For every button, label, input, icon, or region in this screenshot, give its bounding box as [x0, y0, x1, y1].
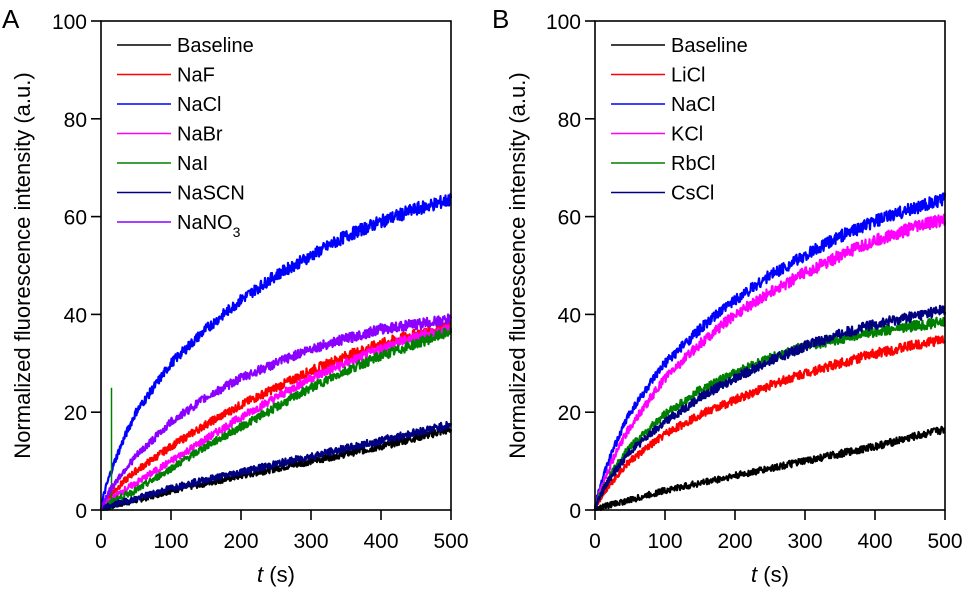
legend-label-text: NaF — [177, 65, 215, 87]
legend-label-text: NaNO — [177, 212, 233, 234]
x-axis-unit: (s) — [757, 562, 789, 587]
y-tick-label: 40 — [64, 304, 87, 327]
plot-frame — [594, 20, 946, 511]
series-line-kcl — [593, 213, 947, 510]
series-line-nacl — [99, 192, 453, 511]
legend-label: Baseline — [671, 35, 748, 57]
series-line-licl — [593, 335, 946, 511]
series-line-nacl — [593, 192, 947, 510]
y-axis-title: Normalized fluorescence intensity (a.u.) — [505, 72, 530, 458]
legend-item: NaNO3 — [117, 212, 241, 240]
legend-label: Baseline — [177, 35, 254, 57]
y-tick-label: 20 — [558, 402, 581, 425]
series-line-nai — [99, 326, 453, 512]
x-axis-unit: (s) — [263, 562, 295, 587]
legend-item: KCl — [611, 124, 703, 146]
series-group — [593, 192, 947, 512]
legend-item: NaBr — [117, 124, 223, 146]
x-tick-label: 500 — [433, 530, 468, 553]
series-line-baseline — [594, 425, 946, 512]
x-axis-title: t (s) — [257, 562, 295, 587]
legend-label: NaF — [177, 65, 215, 87]
x-tick-label: 200 — [717, 530, 752, 553]
x-tick-label: 0 — [95, 530, 107, 553]
series-line-rbcl — [593, 316, 946, 510]
legend-item: Baseline — [117, 35, 254, 57]
x-tick-label: 500 — [927, 530, 962, 553]
y-tick-label: 80 — [64, 109, 87, 132]
legend-label-text: KCl — [671, 124, 703, 146]
legend-item: RbCl — [611, 153, 715, 175]
legend-label-text: NaSCN — [177, 183, 245, 205]
y-tick-label: 0 — [75, 500, 87, 523]
y-axis-title: Normalized fluorescence intensity (a.u.) — [10, 72, 35, 458]
y-tick-label: 100 — [546, 11, 581, 34]
legend-item: NaCl — [117, 94, 221, 116]
legend-label-text: NaCl — [177, 94, 221, 116]
x-axis-title: t (s) — [751, 562, 789, 587]
legend-label-text: NaCl — [671, 94, 715, 116]
legend-label: NaI — [177, 153, 208, 175]
y-tick-label: 40 — [558, 304, 581, 327]
legend-label-text: LiCl — [671, 65, 705, 87]
y-tick-label: 100 — [52, 11, 87, 34]
legend-label-text: Baseline — [671, 35, 748, 57]
panel-letter: A — [2, 4, 20, 34]
legend-label: NaNO3 — [177, 212, 241, 240]
legend-label: NaCl — [177, 94, 221, 116]
x-tick-label: 100 — [647, 530, 682, 553]
legend-label: LiCl — [671, 65, 705, 87]
x-tick-label: 300 — [787, 530, 822, 553]
legend-label-text: NaBr — [177, 124, 223, 146]
legend: Baseline LiCl NaCl KCl RbCl CsCl — [611, 35, 748, 205]
legend-label-text: Baseline — [177, 35, 254, 57]
x-tick-label: 200 — [223, 530, 258, 553]
x-tick-label: 300 — [293, 530, 328, 553]
y-tick-label: 80 — [558, 109, 581, 132]
panel-a: A 0 100 200 300 400 500 0 20 40 60 80 100 t (s) Normal… — [2, 4, 469, 587]
x-tick-label: 400 — [363, 530, 398, 553]
legend-item: LiCl — [611, 65, 705, 87]
legend: Baseline NaF NaCl NaBr NaI NaSCN NaNO3 — [117, 35, 254, 240]
series-line-nabr — [99, 324, 453, 511]
series-line-naf — [99, 320, 453, 511]
y-tick-label: 60 — [64, 207, 87, 230]
legend-item: NaSCN — [117, 183, 245, 205]
x-tick-label: 0 — [589, 530, 601, 553]
legend-label-text: RbCl — [671, 153, 715, 175]
series-line-nascn — [99, 420, 453, 511]
panel-b: B 0 100 200 300 400 500 0 20 40 60 80 100 t (s) Normal… — [492, 4, 963, 587]
legend-label: KCl — [671, 124, 703, 146]
series-line-cscl — [594, 304, 947, 511]
legend-label: CsCl — [671, 183, 714, 205]
series-line-nano — [100, 313, 453, 510]
legend-item: NaI — [117, 153, 208, 175]
y-tick-label: 0 — [569, 500, 581, 523]
panel-letter: B — [492, 4, 509, 34]
legend-label: RbCl — [671, 153, 715, 175]
legend-label-text: CsCl — [671, 183, 714, 205]
x-axis-variable: t — [751, 562, 758, 587]
legend-item: NaF — [117, 65, 215, 87]
legend-item: CsCl — [611, 183, 714, 205]
series-group — [99, 192, 453, 512]
legend-label: NaSCN — [177, 183, 245, 205]
plot-frame — [100, 20, 452, 511]
legend-item: NaCl — [611, 94, 715, 116]
legend-label-text: NaI — [177, 153, 208, 175]
y-tick-label: 60 — [558, 207, 581, 230]
x-tick-label: 100 — [153, 530, 188, 553]
x-tick-label: 400 — [857, 530, 892, 553]
legend-label: NaCl — [671, 94, 715, 116]
y-tick-label: 20 — [64, 402, 87, 425]
legend-label-subscript: 3 — [233, 224, 241, 240]
legend-item: Baseline — [611, 35, 748, 57]
x-axis-variable: t — [257, 562, 264, 587]
legend-label: NaBr — [177, 124, 223, 146]
